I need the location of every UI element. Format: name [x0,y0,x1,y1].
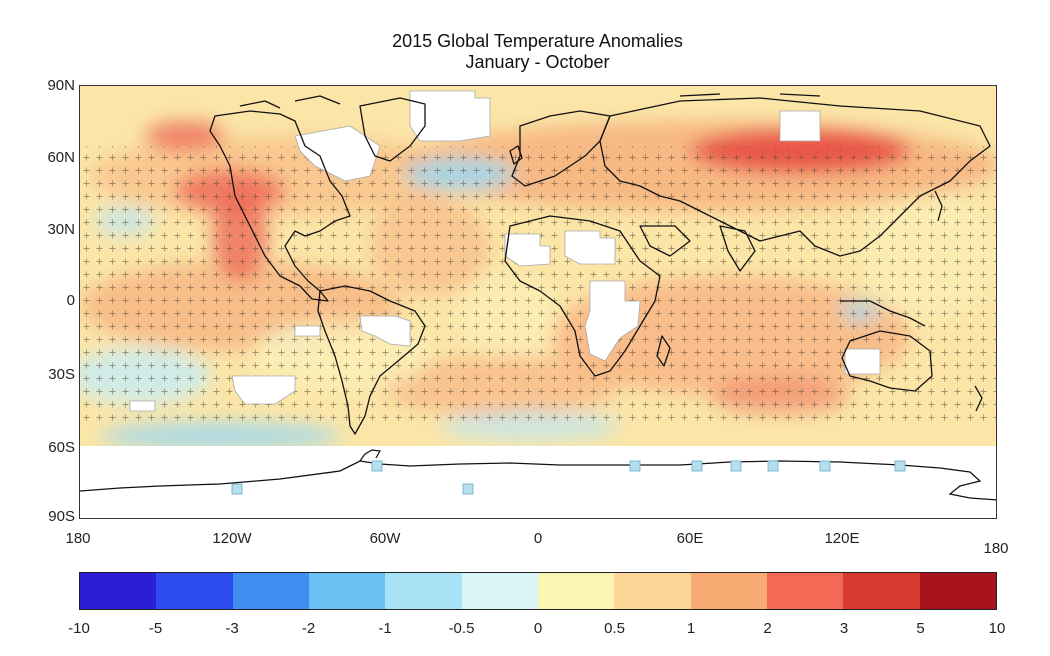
lon-label-60w: 60W [369,530,401,547]
coast-uk [509,145,523,165]
antarctic-cell [894,460,906,472]
nodata-arabia [564,230,616,265]
antarctica-coast [80,460,996,501]
colorbar-swatch [80,573,157,609]
map-title: 2015 Global Temperature Anomalies [392,31,683,51]
colorbar-tick-label: -0.5 [448,620,475,637]
lat-label-60s: 60S [48,439,75,456]
colorbar-tick-label: 0 [533,620,543,637]
antarctic-cell [629,460,641,472]
colorbar-tick-label: -1 [378,620,392,637]
antarctic-cell [231,483,243,495]
colorbar-swatch [461,573,538,609]
coast-arabia [639,225,691,257]
coast-north-america [209,110,351,302]
lat-label-90s: 90S [48,508,75,525]
colorbar-swatch [843,573,920,609]
antarctic-cell [691,460,703,472]
coast-new-zealand [974,385,983,412]
coast-africa [504,215,661,377]
colorbar-tick-label: -5 [148,620,163,637]
colorbar-tick-label: -2 [301,620,316,637]
lon-label-180-right: 180 [983,540,1009,557]
coast-south-america [317,285,426,435]
colorbar-tick-label: 0.5 [604,620,625,637]
colorbar-tick-label: 5 [916,620,925,637]
coast-japan [934,190,943,222]
anomaly-map-svg [80,86,996,518]
coast-europe [511,110,611,187]
nodata-south-america [359,315,411,347]
anomaly-patch [100,422,340,450]
anomaly-map [79,85,997,519]
nodata-south-pacific [231,375,296,405]
nodata-africa [584,280,641,362]
lat-label-60n: 60N [47,149,75,166]
antarctic-cell [819,460,831,472]
lon-label-60e: 60E [676,530,704,547]
significance-stipple [80,146,996,426]
antarctica-peninsula [359,449,381,462]
coast-asia [599,97,991,257]
nodata-arctic [409,90,491,142]
colorbar-swatch [232,573,309,609]
antarctic-cell [462,483,474,495]
lat-label-0: 0 [66,292,75,309]
colorbar-swatch [537,573,615,609]
coastlines [209,93,991,435]
lat-label-30s: 30S [48,366,75,383]
colorbar-tick-label: 2 [763,620,772,637]
coast-greenland [359,97,426,162]
antarctic-cell [371,460,383,472]
lon-label-180-left: 180 [65,530,91,547]
coast-india [719,225,756,272]
lat-label-30n: 30N [47,221,75,238]
nodata-greenland [294,125,381,182]
map-subtitle: January - October [465,52,610,72]
coast-madagascar [656,335,671,367]
nodata-sahara [504,233,551,267]
colorbar-swatch [690,573,767,609]
colorbar-tick-label: 10 [988,620,1006,637]
colorbar-tick-label: -10 [68,620,90,637]
nodata-cells [129,90,881,412]
lon-label-0: 0 [533,530,543,547]
antarctic-cells [231,460,906,495]
colorbar-tick-label: -3 [225,620,239,637]
colorbar-swatch [156,573,233,609]
antarctic-cell [730,460,742,472]
nodata-nam [294,325,321,337]
colorbar-swatch [919,573,996,609]
colorbar-swatch [766,573,844,609]
colorbar-swatch [308,573,386,609]
coast-arctic-islands [239,93,821,109]
nodata-siberia [779,110,821,142]
coast-australia [841,330,933,392]
nodata-pacific-south [129,400,156,412]
lon-label-120w: 120W [212,530,252,547]
colorbar-tick-label: 1 [686,620,696,637]
colorbar-swatch [385,573,462,609]
lat-label-90n: 90N [47,77,75,94]
antarctica-nodata [80,446,996,518]
colorbar [79,572,997,610]
coast-indonesia [840,300,926,327]
colorbar-tick-label: 3 [839,620,849,637]
lon-label-120e: 120E [824,530,860,547]
colorbar-swatch [614,573,691,609]
anomaly-patch [145,121,225,151]
nodata-australia [844,348,881,375]
antarctic-cell [767,460,779,472]
